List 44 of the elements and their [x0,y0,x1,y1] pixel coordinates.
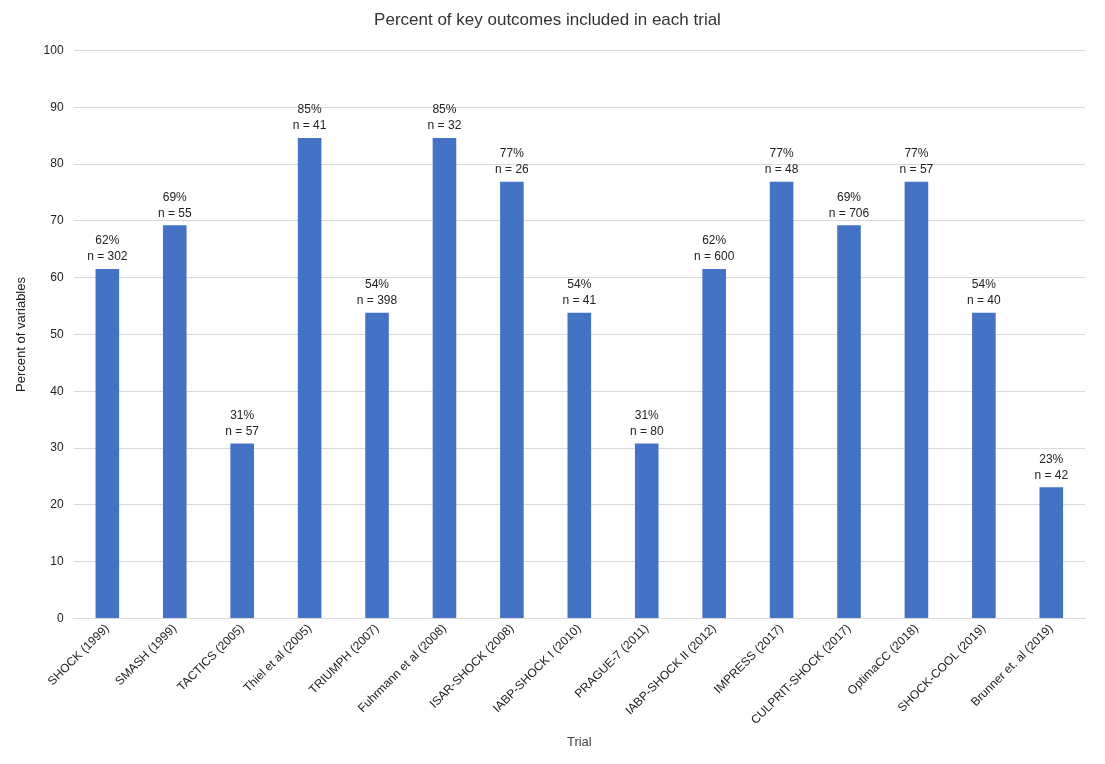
bar [769,181,794,618]
data-label: 77% n = 48 [764,145,799,176]
bar [365,312,389,618]
chart-title: Percent of key outcomes included in each trial [374,9,721,29]
data-label: 31% n = 80 [629,407,664,438]
data-label: 31% n = 57 [225,407,260,438]
y-tick-label: 20 [50,497,64,512]
data-label: 54% n = 398 [356,277,398,308]
data-label: 77% n = 26 [495,145,530,176]
data-label: 85% n = 41 [292,102,327,133]
data-label: 85% n = 32 [427,102,462,133]
bar [297,137,322,618]
data-label: 23% n = 42 [1034,451,1069,482]
y-tick-label: 100 [43,42,64,57]
y-tick-label: 60 [50,269,64,284]
data-label: 62% n = 600 [693,233,735,264]
bar [634,443,659,618]
x-axis-title: Trial [566,733,592,749]
y-tick-label: 30 [50,440,64,455]
bar [904,181,929,618]
y-tick-label: 90 [50,99,64,114]
y-tick-label: 0 [56,610,64,625]
data-label: 69% n = 706 [828,189,870,220]
y-tick-label: 40 [50,383,64,398]
y-tick-label: 70 [50,213,64,228]
bar [500,181,524,618]
data-label: 54% n = 40 [967,277,1002,308]
bar [162,225,187,618]
y-tick-label: 80 [50,156,64,171]
bar [837,225,861,618]
bar [95,269,120,618]
y-axis-title: Percent of variables [13,276,29,392]
y-tick-label: 10 [50,554,64,568]
bar [432,137,457,618]
data-label: 69% n = 55 [157,189,192,220]
data-label: 77% n = 57 [899,145,934,176]
y-tick-label: 50 [50,326,64,341]
bar [1039,487,1064,618]
bar [972,312,996,618]
bar [230,443,254,618]
bar [567,312,592,618]
data-label: 54% n = 41 [562,277,597,308]
bar [702,269,726,618]
data-label: 62% n = 302 [87,233,128,264]
